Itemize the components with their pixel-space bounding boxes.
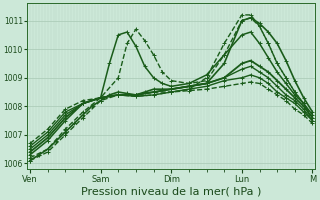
X-axis label: Pression niveau de la mer( hPa ): Pression niveau de la mer( hPa ) (81, 187, 261, 197)
